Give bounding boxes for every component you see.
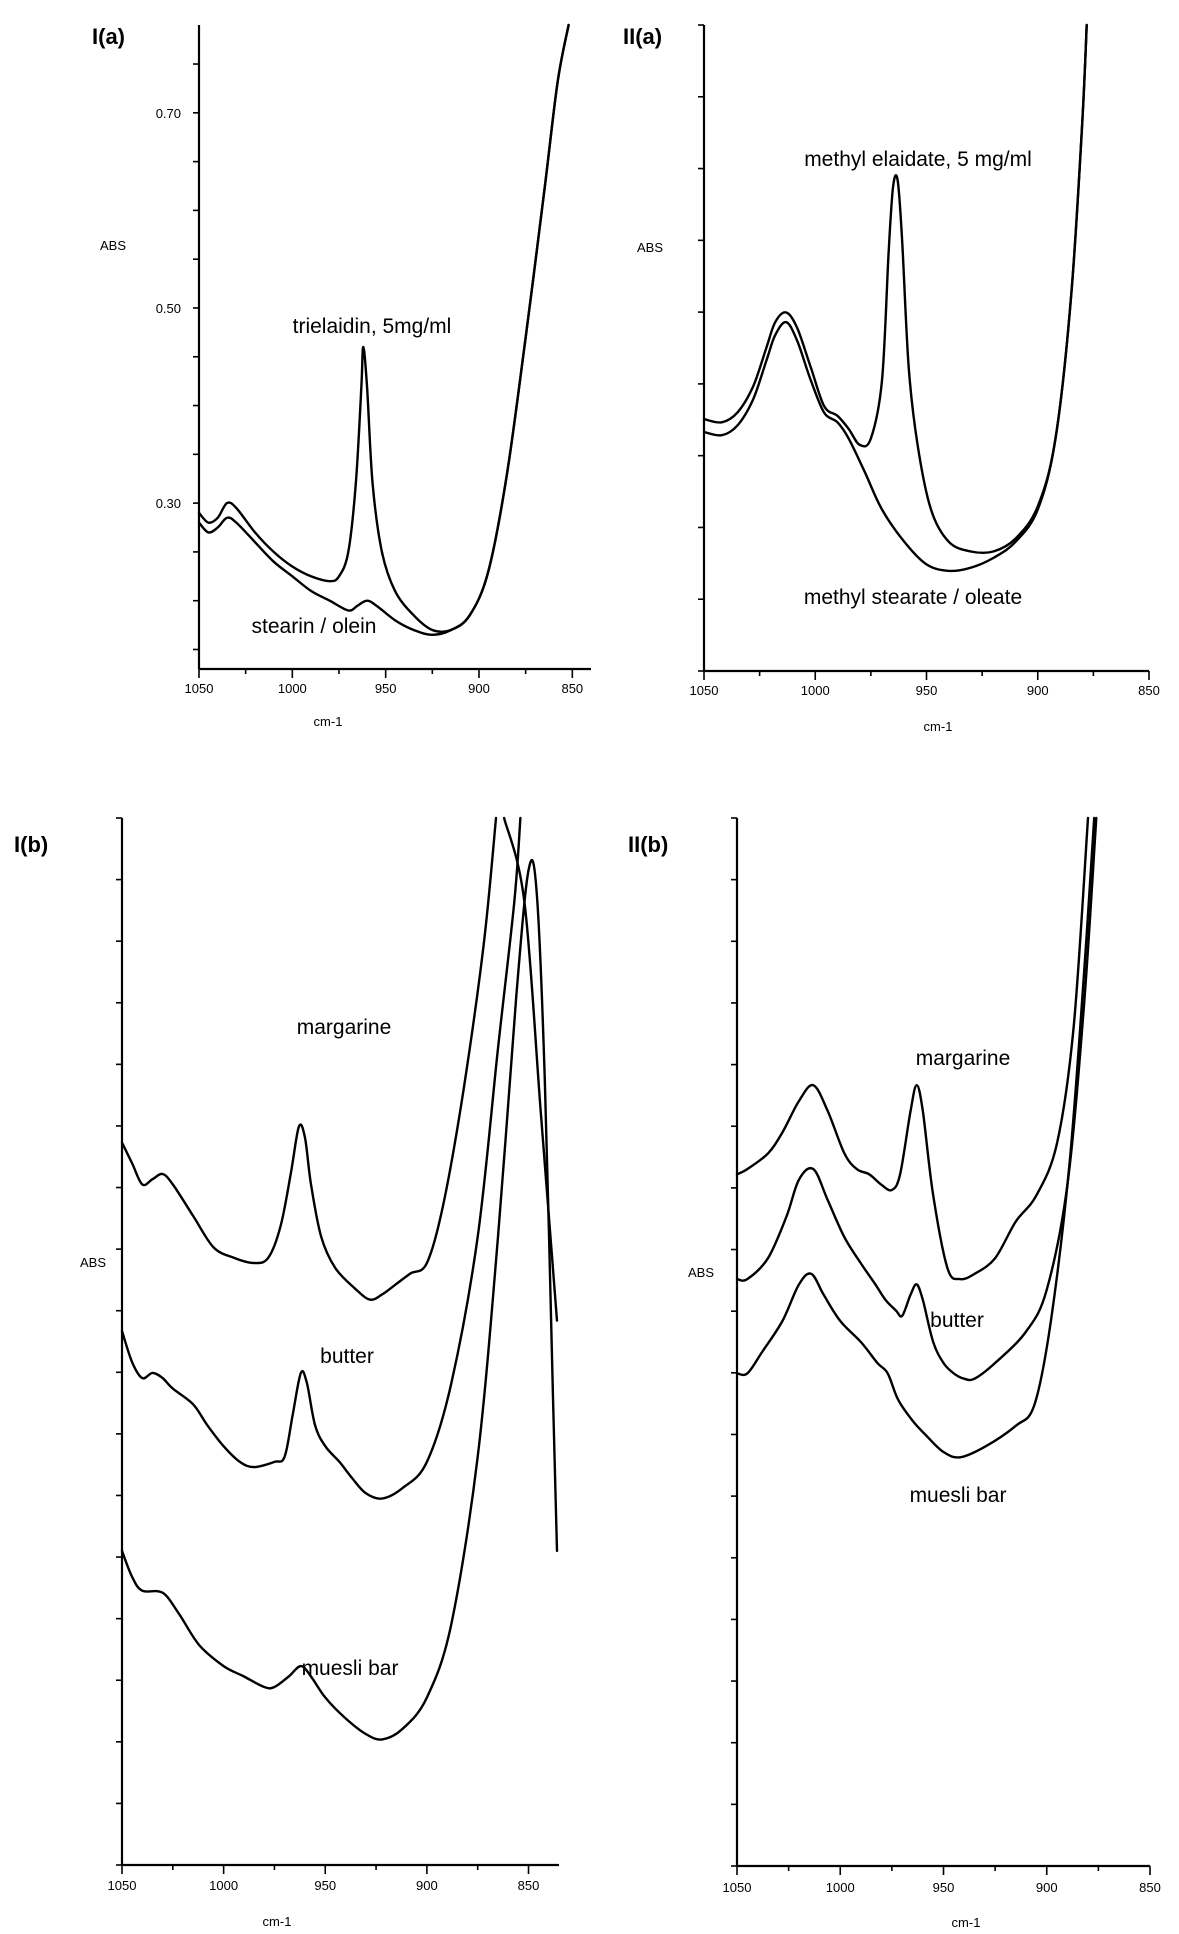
series-line-curve-1 [197, 23, 570, 636]
x-tick-label: 1000 [826, 1880, 855, 1895]
x-tick-label: 850 [518, 1878, 540, 1893]
x-tick-label: 950 [375, 681, 397, 696]
x-tick-label: 900 [468, 681, 490, 696]
ylabel-IIb: ABS [688, 1265, 714, 1280]
x-tick-label: 1050 [185, 681, 214, 696]
panel-label-IIa: II(a) [623, 24, 662, 49]
x-tick-label: 1050 [108, 1878, 137, 1893]
xlabel-IIb: cm-1 [952, 1915, 981, 1930]
series-line-butter [735, 816, 1098, 1382]
series-line-butter [120, 816, 522, 1500]
xlabel-Ia: cm-1 [314, 714, 343, 729]
x-tick-label: 1050 [723, 1880, 752, 1895]
ylabel-Ib: ABS [80, 1255, 106, 1270]
series-line-margarine [735, 816, 1090, 1281]
plot-Ib: 1050 1000 950 900 850 [108, 816, 559, 1893]
xlabel-IIa: cm-1 [924, 719, 953, 734]
x-tick-label: 950 [314, 1878, 336, 1893]
annotation-margarine-IIb: margarine [916, 1047, 1011, 1070]
series-line-curve-3 [502, 816, 559, 1322]
panel-label-Ib: I(b) [14, 832, 48, 857]
x-tick-label: 850 [1138, 683, 1160, 698]
annotation-butter-Ib: butter [320, 1345, 374, 1368]
series-line-margarine [120, 816, 498, 1301]
panel-Ia: I(a) ABS cm-1 trielaidin, 5mg/ml stearin… [92, 24, 451, 729]
x-tick-label: 950 [933, 1880, 955, 1895]
annotation-margarine-Ib: margarine [297, 1016, 392, 1039]
x-tick-label: 1000 [209, 1878, 238, 1893]
panel-IIa: II(a) ABS cm-1 methyl elaidate, 5 mg/ml … [623, 24, 1032, 734]
panel-Ib: I(b) ABS cm-1 margarine butter muesli ba… [14, 832, 398, 1929]
annotation-methyl-stearate-oleate: methyl stearate / oleate [804, 586, 1022, 609]
panel-label-Ia: I(a) [92, 24, 125, 49]
x-tick-label: 1000 [801, 683, 830, 698]
series-line-muesli-bar [120, 858, 559, 1741]
y-tick-label: 0.30 [156, 496, 181, 511]
panel-IIb: II(b) ABS cm-1 margarine butter muesli b… [628, 832, 1010, 1930]
x-tick-label: 850 [561, 681, 583, 696]
plot-IIa: 1050 1000 950 900 850 [690, 23, 1160, 698]
y-tick-label: 0.70 [156, 106, 181, 121]
series-line-muesli-bar [735, 816, 1096, 1459]
panel-label-IIb: II(b) [628, 832, 668, 857]
annotation-trielaidin: trielaidin, 5mg/ml [293, 315, 452, 338]
x-tick-label: 950 [916, 683, 938, 698]
x-tick-label: 900 [1027, 683, 1049, 698]
xlabel-Ib: cm-1 [263, 1914, 292, 1929]
annotation-muesli-bar-Ib: muesli bar [302, 1657, 399, 1680]
x-tick-label: 900 [416, 1878, 438, 1893]
ylabel-IIa: ABS [637, 240, 663, 255]
y-tick-label: 0.50 [156, 301, 181, 316]
plot-layer: 1050 1000 950 900 850 0.30 0.50 0.70 1050 1000 950… [108, 23, 1161, 1895]
series-line-curve-1 [702, 23, 1088, 573]
x-tick-label: 1000 [278, 681, 307, 696]
plot-Ia: 1050 1000 950 900 850 0.30 0.50 0.70 [156, 23, 591, 696]
series-line-curve-0 [702, 23, 1088, 555]
plot-IIb: 1050 1000 950 900 850 [723, 816, 1161, 1895]
x-tick-label: 900 [1036, 1880, 1058, 1895]
ylabel-Ia: ABS [100, 238, 126, 253]
annotation-methyl-elaidate: methyl elaidate, 5 mg/ml [804, 148, 1032, 171]
x-tick-label: 850 [1139, 1880, 1161, 1895]
annotation-stearin-olein: stearin / olein [252, 615, 377, 638]
x-tick-label: 1050 [690, 683, 719, 698]
annotation-muesli-bar-IIb: muesli bar [910, 1484, 1007, 1507]
annotation-butter-IIb: butter [930, 1309, 984, 1332]
